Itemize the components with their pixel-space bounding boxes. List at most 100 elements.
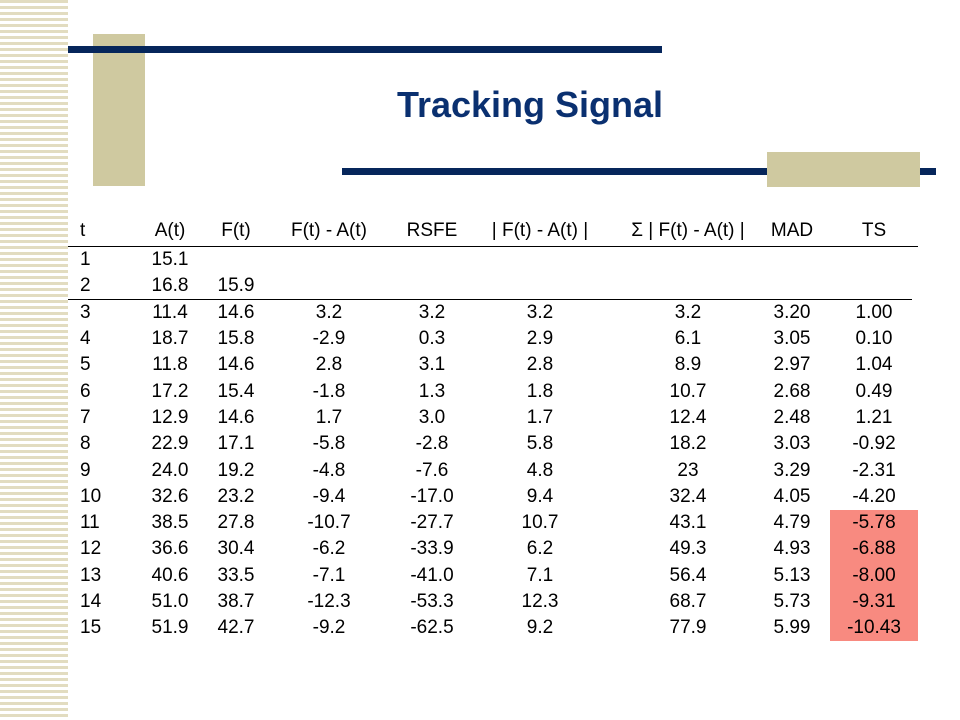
cell-rsfe: 3.2 [418,301,446,323]
cell-ts: -4.20 [852,485,896,507]
cell-t: 11 [80,512,100,534]
cell-abs-error: 2.8 [526,354,554,376]
header-actual: A(t) [154,220,186,241]
cell-abs-error: 1.7 [526,406,554,428]
cell-sum-abs-error: 3.2 [674,301,702,323]
header-forecast: F(t) [221,220,251,241]
cell-sum-abs-error: 56.4 [669,564,707,586]
cell-mad: 4.05 [773,485,811,507]
table-row: 12 36.6 30.4 -6.2 -33.9 6.2 49.3 4.93 -6.88 [68,536,918,563]
cell-mad: 4.93 [773,538,811,560]
cell-actual: 24.0 [151,459,189,481]
striped-margin [0,0,68,720]
cell-sum-abs-error: 23 [677,459,699,481]
cell-actual: 12.9 [151,406,189,428]
cell-rsfe: -53.3 [410,591,454,612]
cell-actual: 51.9 [151,617,189,639]
cell-t: 6 [80,380,91,402]
cell-ts: -9.31 [830,588,918,616]
cell-forecast: 33.5 [217,564,255,586]
cell-actual: 11.8 [152,354,188,376]
cell-error: -10.7 [307,512,351,534]
cell-error: -1.8 [312,380,346,402]
cell-t: 15 [80,617,102,639]
cell-sum-abs-error [608,247,768,273]
cell-sum-abs-error: 6.1 [674,328,702,350]
cell-ts: -6.88 [830,536,918,563]
cell-abs-error: 1.8 [526,380,554,402]
cell-error [274,247,384,273]
row-separator [68,299,912,300]
cell-t: 12 [80,538,102,560]
cell-forecast: 15.9 [217,275,255,297]
cell-sum-abs-error: 49.3 [669,538,707,560]
cell-sum-abs-error: 43.1 [669,512,707,534]
decor-navy-bar-bottom [342,168,936,175]
tracking-signal-table: t A(t) F(t) F(t) - A(t) RSFE | F(t) - A(… [68,216,918,642]
cell-abs-error: 7.1 [526,564,554,586]
cell-abs-error [480,273,600,299]
cell-t: 4 [80,328,91,350]
cell-forecast [206,247,266,273]
cell-t: 3 [80,301,91,323]
cell-forecast: 17.1 [217,433,255,455]
cell-error: 1.7 [315,406,343,428]
cell-t: 2 [80,275,91,297]
cell-forecast: 27.8 [217,512,255,534]
cell-abs-error: 9.2 [526,617,554,639]
cell-mad: 3.29 [773,459,811,481]
cell-mad: 3.05 [773,328,811,350]
cell-sum-abs-error: 10.7 [669,380,707,402]
cell-t: 7 [80,406,91,428]
cell-abs-error: 9.4 [526,485,554,507]
cell-ts: 1.21 [855,406,893,428]
cell-forecast: 42.7 [217,617,255,639]
cell-t: 9 [80,459,91,481]
cell-mad: 3.20 [773,301,811,323]
cell-actual: 22.9 [151,433,189,455]
cell-error: 2.8 [315,354,343,376]
cell-t: 5 [80,354,91,376]
cell-actual: 36.6 [151,538,189,560]
decor-tan-rectangle [93,34,145,186]
cell-abs-error: 5.8 [526,433,554,455]
cell-ts: 0.49 [855,380,893,402]
cell-ts: -0.92 [852,433,896,455]
cell-error: -9.2 [312,617,346,639]
table-row: 4 18.7 15.8 -2.9 0.3 2.9 6.1 3.05 0.10 [68,326,918,352]
table-row: 7 12.9 14.6 1.7 3.0 1.7 12.4 2.48 1.21 [68,405,918,431]
cell-rsfe: -33.9 [410,538,454,560]
cell-actual: 17.2 [151,380,189,402]
cell-sum-abs-error: 12.4 [669,406,707,428]
table-row: 8 22.9 17.1 -5.8 -2.8 5.8 18.2 3.03 -0.92 [68,431,918,457]
header-error: F(t) - A(t) [291,220,367,241]
cell-forecast: 19.2 [217,459,255,481]
cell-t: 8 [80,433,91,455]
cell-actual: 32.6 [151,485,189,507]
header-sum-abs-error: Σ | F(t) - A(t) | [631,220,745,241]
cell-actual: 51.0 [151,591,189,612]
header-abs-error: | F(t) - A(t) | [491,220,589,241]
cell-error: 3.2 [315,301,343,323]
cell-error: -9.4 [312,485,346,507]
cell-mad: 3.03 [773,433,811,455]
cell-ts [830,273,918,299]
cell-abs-error: 4.8 [526,459,554,481]
decor-navy-bar-top [68,46,662,53]
cell-sum-abs-error: 32.4 [669,485,707,507]
cell-abs-error: 3.2 [526,301,554,323]
slide-title: Tracking Signal [396,84,664,125]
cell-forecast: 23.2 [217,485,255,507]
cell-abs-error [480,247,600,273]
cell-rsfe: -7.6 [415,459,449,481]
cell-rsfe [388,273,476,299]
cell-rsfe: -27.7 [410,512,454,534]
cell-ts: 1.00 [855,301,893,323]
cell-mad: 5.73 [773,591,811,612]
header-ts: TS [861,220,887,241]
table-header-row: t A(t) F(t) F(t) - A(t) RSFE | F(t) - A(… [68,216,918,247]
table-row: 9 24.0 19.2 -4.8 -7.6 4.8 23 3.29 -2.31 [68,457,918,483]
cell-mad: 2.48 [773,406,811,428]
cell-t: 1 [80,249,91,271]
cell-rsfe [388,247,476,273]
